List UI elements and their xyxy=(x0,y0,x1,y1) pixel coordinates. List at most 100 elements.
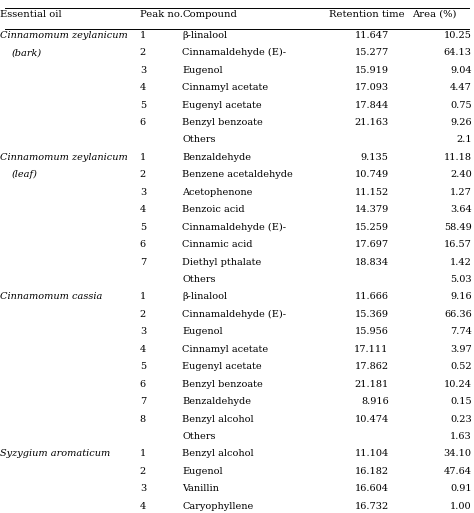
Text: 2: 2 xyxy=(140,467,146,476)
Text: 3: 3 xyxy=(140,188,146,197)
Text: Eugenol: Eugenol xyxy=(182,467,223,476)
Text: Cinnamaldehyde (E)-: Cinnamaldehyde (E)- xyxy=(182,48,286,57)
Text: 6: 6 xyxy=(140,240,146,249)
Text: 5: 5 xyxy=(140,362,146,371)
Text: 8.916: 8.916 xyxy=(361,397,389,406)
Text: 3: 3 xyxy=(140,484,146,494)
Text: 2: 2 xyxy=(140,170,146,180)
Text: 16.604: 16.604 xyxy=(355,484,389,494)
Text: 7: 7 xyxy=(140,258,146,267)
Text: Benzyl alcohol: Benzyl alcohol xyxy=(182,415,254,424)
Text: Peak no.: Peak no. xyxy=(140,10,182,19)
Text: 11.647: 11.647 xyxy=(355,31,389,40)
Text: 17.111: 17.111 xyxy=(354,345,389,354)
Text: 1.42: 1.42 xyxy=(450,258,472,267)
Text: Benzoic acid: Benzoic acid xyxy=(182,205,245,214)
Text: 4: 4 xyxy=(140,205,146,214)
Text: 15.919: 15.919 xyxy=(355,66,389,75)
Text: Eugenol: Eugenol xyxy=(182,327,223,337)
Text: 15.956: 15.956 xyxy=(355,327,389,337)
Text: 4.47: 4.47 xyxy=(450,83,472,92)
Text: Cinnamomum zeylanicum: Cinnamomum zeylanicum xyxy=(0,153,128,162)
Text: Eugenyl acetate: Eugenyl acetate xyxy=(182,362,262,371)
Text: Cinnamyl acetate: Cinnamyl acetate xyxy=(182,83,269,92)
Text: Benzyl alcohol: Benzyl alcohol xyxy=(182,449,254,459)
Text: (leaf): (leaf) xyxy=(12,170,38,180)
Text: 5: 5 xyxy=(140,101,146,110)
Text: 16.732: 16.732 xyxy=(355,502,389,511)
Text: 2.1: 2.1 xyxy=(456,135,472,145)
Text: 7.74: 7.74 xyxy=(450,327,472,337)
Text: Diethyl pthalate: Diethyl pthalate xyxy=(182,258,262,267)
Text: 15.369: 15.369 xyxy=(355,310,389,319)
Text: 10.25: 10.25 xyxy=(444,31,472,40)
Text: 10.474: 10.474 xyxy=(355,415,389,424)
Text: Cinnamic acid: Cinnamic acid xyxy=(182,240,253,249)
Text: Cinnamomum zeylanicum: Cinnamomum zeylanicum xyxy=(0,31,128,40)
Text: Eugenyl acetate: Eugenyl acetate xyxy=(182,101,262,110)
Text: 16.182: 16.182 xyxy=(355,467,389,476)
Text: Others: Others xyxy=(182,275,216,284)
Text: 5: 5 xyxy=(140,223,146,232)
Text: Others: Others xyxy=(182,135,216,145)
Text: 58.49: 58.49 xyxy=(444,223,472,232)
Text: Eugenol: Eugenol xyxy=(182,66,223,75)
Text: Compound: Compound xyxy=(182,10,237,19)
Text: 10.24: 10.24 xyxy=(444,380,472,389)
Text: Area (%): Area (%) xyxy=(412,10,457,19)
Text: 4: 4 xyxy=(140,83,146,92)
Text: 1.63: 1.63 xyxy=(450,432,472,441)
Text: 2: 2 xyxy=(140,310,146,319)
Text: 11.104: 11.104 xyxy=(355,449,389,459)
Text: 47.64: 47.64 xyxy=(444,467,472,476)
Text: 16.57: 16.57 xyxy=(444,240,472,249)
Text: 5.03: 5.03 xyxy=(450,275,472,284)
Text: 11.666: 11.666 xyxy=(355,292,389,302)
Text: 14.379: 14.379 xyxy=(355,205,389,214)
Text: 3.97: 3.97 xyxy=(450,345,472,354)
Text: 11.152: 11.152 xyxy=(355,188,389,197)
Text: β-linalool: β-linalool xyxy=(182,292,228,302)
Text: 17.093: 17.093 xyxy=(355,83,389,92)
Text: 3.64: 3.64 xyxy=(450,205,472,214)
Text: 15.277: 15.277 xyxy=(355,48,389,57)
Text: 3: 3 xyxy=(140,66,146,75)
Text: Benzaldehyde: Benzaldehyde xyxy=(182,397,252,406)
Text: β-linalool: β-linalool xyxy=(182,31,228,40)
Text: 17.697: 17.697 xyxy=(355,240,389,249)
Text: Cinnamaldehyde (E)-: Cinnamaldehyde (E)- xyxy=(182,310,286,319)
Text: 18.834: 18.834 xyxy=(355,258,389,267)
Text: Caryophyllene: Caryophyllene xyxy=(182,502,254,511)
Text: 9.04: 9.04 xyxy=(450,66,472,75)
Text: 0.23: 0.23 xyxy=(450,415,472,424)
Text: Benzene acetaldehyde: Benzene acetaldehyde xyxy=(182,170,293,180)
Text: Acetophenone: Acetophenone xyxy=(182,188,253,197)
Text: (bark): (bark) xyxy=(12,48,42,57)
Text: 1: 1 xyxy=(140,31,146,40)
Text: 1: 1 xyxy=(140,153,146,162)
Text: Cinnamyl acetate: Cinnamyl acetate xyxy=(182,345,269,354)
Text: 8: 8 xyxy=(140,415,146,424)
Text: Cinnamaldehyde (E)-: Cinnamaldehyde (E)- xyxy=(182,223,286,232)
Text: Vanillin: Vanillin xyxy=(182,484,219,494)
Text: 21.163: 21.163 xyxy=(355,118,389,127)
Text: 17.862: 17.862 xyxy=(355,362,389,371)
Text: Benzaldehyde: Benzaldehyde xyxy=(182,153,252,162)
Text: 3: 3 xyxy=(140,327,146,337)
Text: 15.259: 15.259 xyxy=(355,223,389,232)
Text: 64.13: 64.13 xyxy=(444,48,472,57)
Text: Others: Others xyxy=(182,432,216,441)
Text: 2: 2 xyxy=(140,48,146,57)
Text: 0.52: 0.52 xyxy=(450,362,472,371)
Text: 17.844: 17.844 xyxy=(355,101,389,110)
Text: 1.00: 1.00 xyxy=(450,502,472,511)
Text: 9.135: 9.135 xyxy=(361,153,389,162)
Text: Benzyl benzoate: Benzyl benzoate xyxy=(182,380,263,389)
Text: 4: 4 xyxy=(140,502,146,511)
Text: 2.40: 2.40 xyxy=(450,170,472,180)
Text: 6: 6 xyxy=(140,380,146,389)
Text: 0.15: 0.15 xyxy=(450,397,472,406)
Text: 1.27: 1.27 xyxy=(450,188,472,197)
Text: Benzyl benzoate: Benzyl benzoate xyxy=(182,118,263,127)
Text: 0.91: 0.91 xyxy=(450,484,472,494)
